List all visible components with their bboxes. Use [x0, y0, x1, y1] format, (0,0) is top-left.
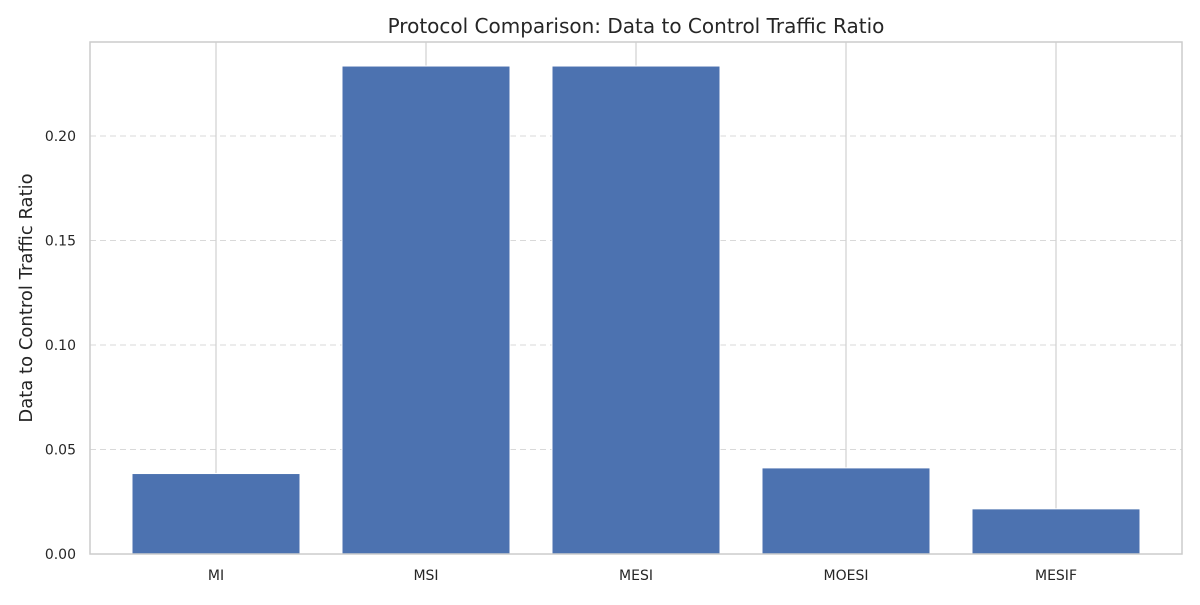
x-tick-label: MESI [619, 568, 653, 584]
chart-title: Protocol Comparison: Data to Control Tra… [388, 14, 885, 38]
x-tick-label: MI [208, 568, 224, 584]
bar-mesi [551, 65, 721, 555]
x-axis-ticks: MI MSI MESI MOESI MESIF [208, 568, 1077, 584]
y-tick-label: 0.15 [45, 234, 76, 250]
y-tick-label: 0.10 [45, 338, 76, 354]
y-tick-label: 0.20 [45, 129, 76, 145]
y-tick-label: 0.00 [45, 547, 76, 563]
x-tick-label: MOESI [824, 568, 869, 584]
bars [131, 65, 1141, 555]
bar-mi [131, 473, 301, 555]
y-axis-ticks: 0.00 0.05 0.10 0.15 0.20 [45, 129, 76, 563]
bar-msi [341, 65, 511, 555]
x-tick-label: MSI [413, 568, 438, 584]
y-tick-label: 0.05 [45, 443, 76, 459]
y-axis-label: Data to Control Traffic Ratio [16, 173, 37, 422]
bar-moesi [761, 467, 931, 555]
bar-mesif [971, 508, 1141, 555]
plot-frame [89, 41, 1183, 555]
x-tick-label: MESIF [1035, 568, 1077, 584]
